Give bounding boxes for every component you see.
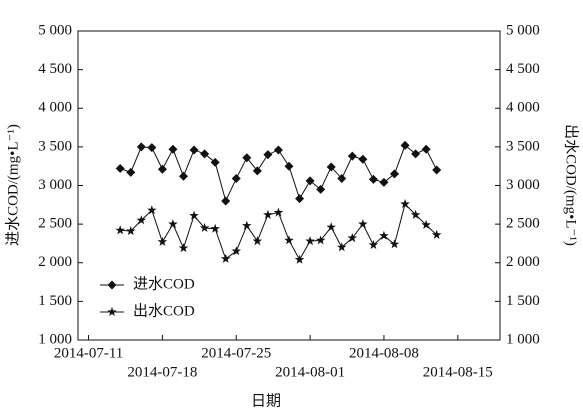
star-marker [136, 215, 147, 225]
y2-tick-label: 5 000 [506, 22, 540, 38]
diamond-marker [252, 166, 262, 176]
legend-label: 出水COD [133, 302, 195, 319]
star-marker [410, 209, 421, 219]
diamond-marker [411, 149, 421, 159]
y2-tick-label: 4 500 [506, 61, 540, 77]
diamond-marker [157, 164, 167, 174]
diamond-marker [273, 145, 283, 155]
y2-tick-label: 4 000 [506, 100, 540, 116]
star-marker [178, 243, 189, 253]
y-tick-label: 3 500 [38, 138, 72, 154]
diamond-marker [242, 153, 252, 163]
diamond-marker [316, 184, 326, 194]
diamond-marker [326, 162, 336, 172]
star-marker [358, 219, 368, 229]
diamond-marker [147, 143, 157, 153]
star-marker [347, 233, 358, 243]
diamond-marker [284, 161, 294, 171]
y2-tick-label: 3 500 [506, 138, 540, 154]
y2-tick-label: 3 000 [506, 177, 540, 193]
star-marker [199, 223, 210, 232]
plot-frame [77, 30, 501, 341]
diamond-marker [221, 196, 231, 206]
y2-tick-label: 1 000 [506, 331, 540, 347]
legend-marker [107, 280, 117, 290]
y-tick-label: 2 000 [38, 254, 72, 270]
diamond-marker [390, 169, 399, 179]
star-marker [242, 220, 252, 230]
star-marker [168, 219, 178, 229]
y2-tick-label: 2 500 [506, 216, 540, 232]
x-tick-label: 2014-07-18 [127, 364, 197, 380]
star-marker [421, 219, 431, 229]
diamond-marker [400, 140, 410, 150]
y2-axis-label: 出水COD/(mg•L⁻¹) [563, 124, 580, 246]
diamond-marker [337, 174, 347, 184]
y-tick-label: 4 500 [38, 61, 72, 77]
star-marker [157, 236, 168, 246]
y2-tick-label: 1 500 [506, 293, 540, 309]
diamond-marker [200, 149, 210, 159]
diamond-marker [432, 165, 442, 175]
star-marker [305, 236, 315, 246]
diamond-marker [115, 164, 125, 174]
star-marker [368, 240, 379, 249]
diamond-marker [263, 150, 273, 160]
star-marker [389, 239, 400, 249]
x-tick-label: 2014-07-25 [201, 345, 271, 361]
x-axis-label: 日期 [251, 392, 281, 409]
star-marker [273, 207, 284, 217]
star-marker [400, 199, 410, 209]
diamond-marker [368, 174, 378, 184]
diamond-marker [189, 145, 199, 155]
star-marker [284, 235, 294, 245]
y-tick-label: 1 500 [38, 293, 72, 309]
star-marker [294, 254, 305, 264]
y-tick-label: 4 000 [38, 100, 72, 116]
diamond-marker [168, 144, 178, 154]
diamond-marker [379, 177, 389, 187]
star-marker [231, 246, 241, 256]
x-tick-label: 2014-08-01 [275, 364, 345, 380]
diamond-marker [295, 194, 305, 204]
y-tick-label: 2 500 [38, 216, 72, 232]
y-tick-label: 1 000 [38, 331, 72, 347]
star-marker [326, 222, 336, 232]
star-marker [252, 236, 263, 246]
star-marker [189, 210, 199, 220]
star-marker [115, 225, 125, 235]
legend-marker [107, 307, 117, 316]
y-axis-label: 进水COD/(mg•L⁻¹) [4, 124, 21, 246]
star-marker [126, 226, 136, 236]
diamond-marker [136, 142, 146, 152]
diamond-marker [231, 174, 241, 184]
star-marker [220, 253, 231, 263]
star-marker [147, 205, 157, 215]
diamond-marker [358, 154, 368, 164]
star-marker [210, 223, 220, 233]
diamond-marker [347, 151, 357, 161]
star-marker [263, 209, 273, 219]
y-tick-label: 5 000 [38, 22, 72, 38]
diamond-marker [305, 176, 315, 186]
star-marker [315, 235, 326, 245]
star-marker [431, 229, 442, 239]
diamond-marker [210, 157, 220, 167]
diamond-marker [421, 144, 431, 154]
y2-tick-label: 2 000 [506, 254, 540, 270]
diamond-marker [179, 171, 188, 181]
star-marker [337, 242, 347, 252]
x-tick-label: 2014-08-15 [423, 364, 493, 380]
y-tick-label: 3 000 [38, 177, 72, 193]
star-marker [379, 230, 389, 240]
diamond-marker [126, 167, 136, 177]
x-tick-label: 2014-07-11 [54, 345, 123, 361]
legend-label: 进水COD [133, 275, 195, 292]
x-tick-label: 2014-08-08 [349, 345, 419, 361]
